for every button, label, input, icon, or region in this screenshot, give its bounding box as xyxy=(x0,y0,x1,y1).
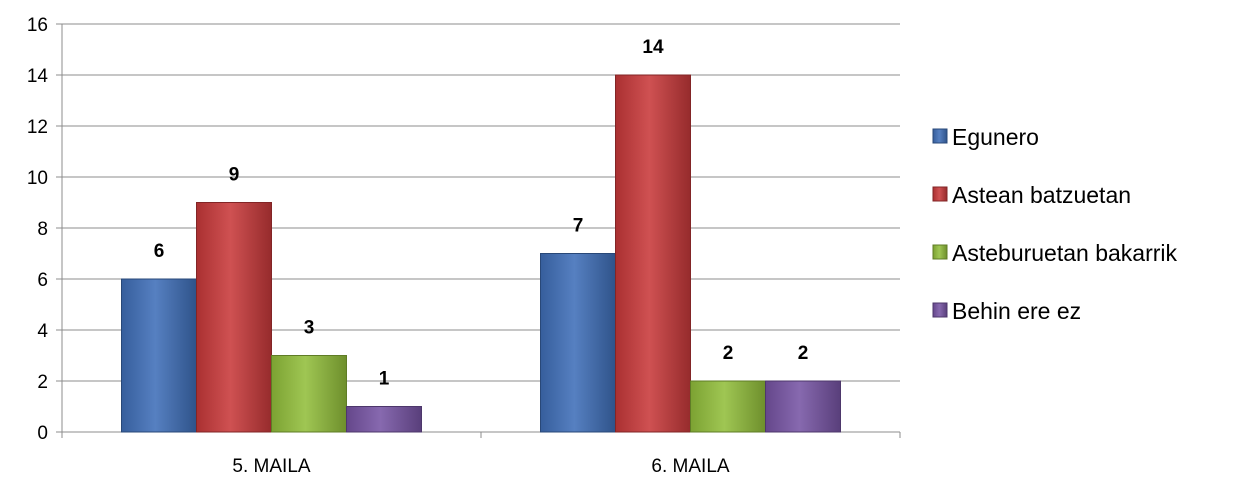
bar xyxy=(121,278,197,433)
data-labels: 6 9 3 1 7 14 2 2 xyxy=(154,37,809,390)
data-label: 2 xyxy=(798,343,809,364)
bar xyxy=(765,380,841,433)
legend-label: Egunero xyxy=(952,124,1039,150)
legend-label: Asteburuetan bakarrik xyxy=(952,240,1178,266)
bar xyxy=(196,202,272,433)
bar xyxy=(540,253,616,433)
data-label: 14 xyxy=(642,37,664,58)
legend-label: Behin ere ez xyxy=(952,298,1081,324)
legend-swatch xyxy=(932,128,948,144)
y-tick-label: 2 xyxy=(37,372,48,393)
y-tick-label: 14 xyxy=(27,66,49,87)
bars xyxy=(121,74,841,433)
data-label: 7 xyxy=(573,216,584,237)
legend: Egunero Astean batzuetan Asteburuetan baka… xyxy=(932,124,1178,324)
legend-swatch xyxy=(932,302,948,318)
legend-label: Astean batzuetan xyxy=(952,182,1131,208)
data-label: 9 xyxy=(229,165,240,186)
bar xyxy=(690,380,766,433)
bar xyxy=(346,406,422,433)
data-label: 1 xyxy=(379,369,390,390)
y-tick-label: 10 xyxy=(27,168,48,189)
data-label: 2 xyxy=(723,343,734,364)
y-tick-label: 16 xyxy=(27,15,48,36)
bar xyxy=(271,355,347,433)
x-tick-label: 5. MAILA xyxy=(232,456,310,477)
y-tick-label: 6 xyxy=(37,270,48,291)
legend-swatch xyxy=(932,186,948,202)
legend-swatch xyxy=(932,244,948,260)
data-label: 6 xyxy=(154,241,165,262)
bar xyxy=(615,74,691,433)
y-tick-label: 4 xyxy=(37,321,48,342)
y-tick-label: 12 xyxy=(27,117,48,138)
y-tick-label: 0 xyxy=(37,423,48,444)
data-label: 3 xyxy=(304,318,315,339)
x-tick-label: 6. MAILA xyxy=(651,456,729,477)
y-tick-label: 8 xyxy=(37,219,48,240)
